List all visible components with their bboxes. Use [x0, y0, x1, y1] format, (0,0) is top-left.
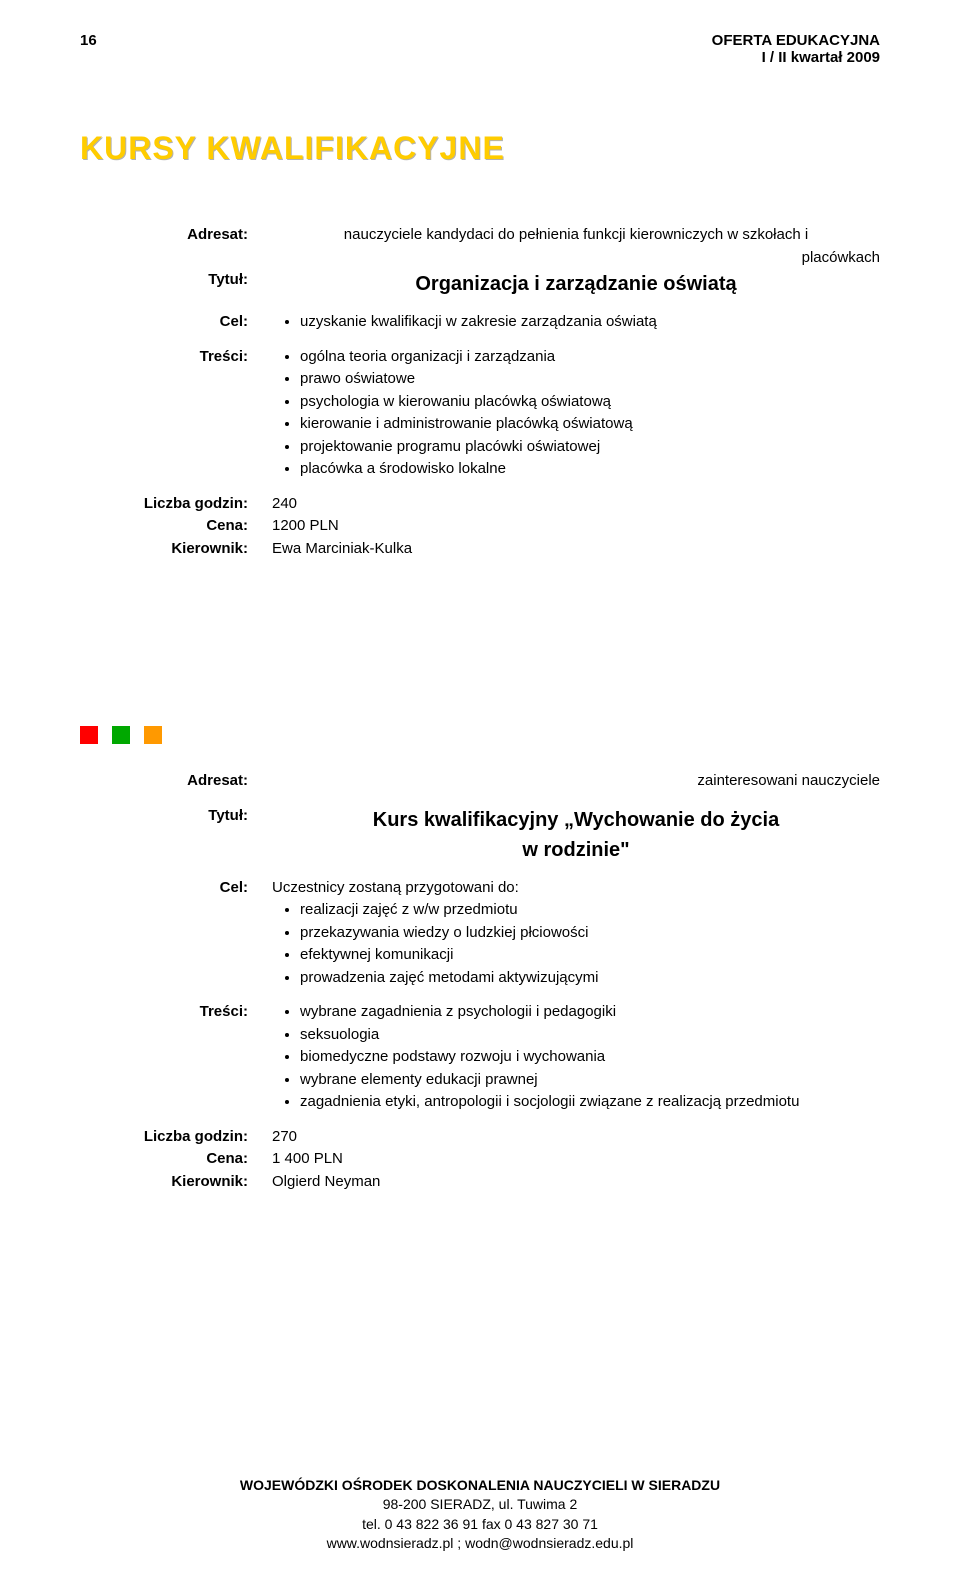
label-kierownik: Kierownik:: [80, 538, 260, 561]
list-item: prowadzenia zajęć metodami aktywizującym…: [300, 967, 880, 990]
course-2: Adresat: zainteresowani nauczyciele Tytu…: [80, 770, 880, 1193]
label-tytul-2: Tytuł:: [80, 805, 260, 865]
course2-tytul: Kurs kwalifikacyjny „Wychowanie do życia…: [260, 805, 880, 865]
label-tresci-2: Treści:: [80, 1001, 260, 1114]
list-item: kierowanie i administrowanie placówką oś…: [300, 413, 880, 436]
footer-line4: www.wodnsieradz.pl ; wodn@wodnsieradz.ed…: [0, 1534, 960, 1554]
footer: WOJEWÓDZKI OŚRODEK DOSKONALENIA NAUCZYCI…: [0, 1476, 960, 1554]
label-liczba-godzin-2: Liczba godzin:: [80, 1126, 260, 1149]
course2-adresat: zainteresowani nauczyciele: [260, 770, 880, 793]
footer-line2: 98-200 SIERADZ, ul. Tuwima 2: [0, 1495, 960, 1515]
course1-kierownik: Ewa Marciniak-Kulka: [260, 538, 880, 561]
header-line2: I / II kwartał 2009: [712, 49, 880, 66]
list-item: uzyskanie kwalifikacji w zakresie zarząd…: [300, 311, 880, 334]
label-cena-2: Cena:: [80, 1148, 260, 1171]
list-item: ogólna teoria organizacji i zarządzania: [300, 346, 880, 369]
label-liczba-godzin: Liczba godzin:: [80, 493, 260, 516]
list-item: zagadnienia etyki, antropologii i socjol…: [300, 1091, 880, 1114]
list-item: wybrane zagadnienia z psychologii i peda…: [300, 1001, 880, 1024]
course1-cel: uzyskanie kwalifikacji w zakresie zarząd…: [260, 311, 880, 334]
divider-squares: [80, 726, 162, 744]
course1-adresat-line1: nauczyciele kandydaci do pełnienia funkc…: [272, 224, 880, 247]
page-number: 16: [80, 32, 97, 49]
square-red: [80, 726, 98, 744]
course2-cena: 1 400 PLN: [260, 1148, 880, 1171]
list-item: wybrane elementy edukacji prawnej: [300, 1069, 880, 1092]
course2-cel-intro: Uczestnicy zostaną przygotowani do:: [272, 877, 880, 900]
course2-tytul-line2: w rodzinie": [272, 835, 880, 865]
list-item: realizacji zajęć z w/w przedmiotu: [300, 899, 880, 922]
header-right: OFERTA EDUKACYJNA I / II kwartał 2009: [712, 32, 880, 66]
square-orange: [144, 726, 162, 744]
course2-liczba-godzin: 270: [260, 1126, 880, 1149]
course1-adresat: nauczyciele kandydaci do pełnienia funkc…: [260, 224, 880, 269]
main-heading: KURSY KWALIFIKACYJNE: [80, 130, 505, 167]
list-item: efektywnej komunikacji: [300, 944, 880, 967]
label-tytul: Tytuł:: [80, 269, 260, 299]
label-tresci: Treści:: [80, 346, 260, 481]
course-1: Adresat: nauczyciele kandydaci do pełnie…: [80, 224, 880, 560]
label-kierownik-2: Kierownik:: [80, 1171, 260, 1194]
list-item: projektowanie programu placówki oświatow…: [300, 436, 880, 459]
label-adresat-2: Adresat:: [80, 770, 260, 793]
list-item: psychologia w kierowaniu placówką oświat…: [300, 391, 880, 414]
list-item: przekazywania wiedzy o ludzkiej płciowoś…: [300, 922, 880, 945]
course1-cena: 1200 PLN: [260, 515, 880, 538]
label-cena: Cena:: [80, 515, 260, 538]
label-cel: Cel:: [80, 311, 260, 334]
course1-tresci: ogólna teoria organizacji i zarządzaniap…: [260, 346, 880, 481]
footer-line1: WOJEWÓDZKI OŚRODEK DOSKONALENIA NAUCZYCI…: [0, 1476, 960, 1496]
square-green: [112, 726, 130, 744]
course2-cel: Uczestnicy zostaną przygotowani do: real…: [260, 877, 880, 990]
course2-tytul-line1: Kurs kwalifikacyjny „Wychowanie do życia: [272, 805, 880, 835]
course2-kierownik: Olgierd Neyman: [260, 1171, 880, 1194]
course1-adresat-line2: placówkach: [272, 247, 880, 270]
list-item: placówka a środowisko lokalne: [300, 458, 880, 481]
header-line1: OFERTA EDUKACYJNA: [712, 32, 880, 49]
list-item: seksuologia: [300, 1024, 880, 1047]
footer-line3: tel. 0 43 822 36 91 fax 0 43 827 30 71: [0, 1515, 960, 1535]
course2-tresci: wybrane zagadnienia z psychologii i peda…: [260, 1001, 880, 1114]
list-item: prawo oświatowe: [300, 368, 880, 391]
list-item: biomedyczne podstawy rozwoju i wychowani…: [300, 1046, 880, 1069]
course1-tytul: Organizacja i zarządzanie oświatą: [260, 269, 880, 299]
course1-liczba-godzin: 240: [260, 493, 880, 516]
label-cel-2: Cel:: [80, 877, 260, 990]
label-adresat: Adresat:: [80, 224, 260, 269]
